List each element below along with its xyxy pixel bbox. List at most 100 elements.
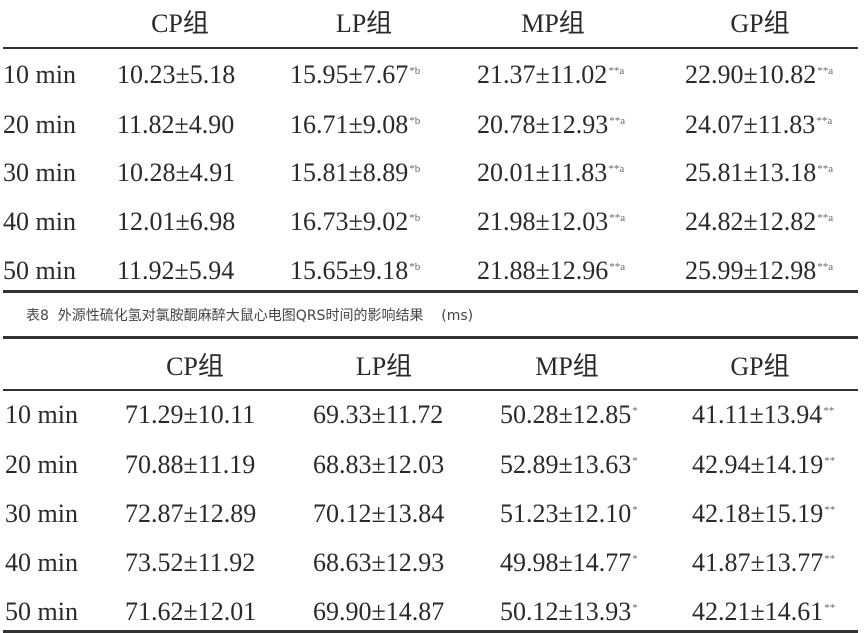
significance-marker: * (632, 455, 638, 467)
significance-marker: * (632, 553, 638, 565)
significance-marker: ** (824, 602, 836, 614)
cell-value: 71.62±12.01 (125, 597, 257, 626)
table-cell: 15.95±7.67*b (290, 60, 420, 90)
table-cell: 41.11±13.94** (692, 400, 834, 430)
table-cell: 71.29±10.11 (125, 400, 255, 430)
table-cell: 24.82±12.82**a (685, 207, 833, 237)
cell-value: 73.52±11.92 (125, 548, 256, 577)
column-header: CP组 (151, 9, 209, 38)
row-label: 50 min (5, 597, 78, 626)
table-cell: 70.88±11.19 (125, 450, 255, 480)
significance-marker: **a (609, 212, 626, 224)
cell-value: 68.83±12.03 (313, 450, 445, 479)
column-header: CP组 (166, 352, 224, 381)
significance-marker: **a (817, 261, 834, 273)
table-cell: 22.90±10.82**a (685, 60, 833, 90)
cell-value: 24.82±12.82 (685, 207, 817, 236)
cell-value: 70.12±13.84 (313, 499, 445, 528)
cell-value: 72.87±12.89 (125, 499, 257, 528)
column-header: LP组 (335, 9, 393, 38)
table-cell: 52.89±13.63* (500, 450, 638, 480)
table-cell: 69.90±14.87 (313, 597, 444, 627)
table-cell: 20.01±11.83**a (477, 158, 624, 188)
column-header: MP组 (521, 9, 585, 38)
header-rule (3, 389, 858, 391)
cell-value: 41.87±13.77 (692, 548, 824, 577)
cell-value: 20.01±11.83 (477, 158, 608, 187)
significance-marker: ** (824, 504, 836, 516)
cell-value: 22.90±10.82 (685, 60, 817, 89)
cell-value: 42.21±14.61 (692, 597, 824, 626)
table-cell: 16.73±9.02*b (290, 207, 420, 237)
cell-value: 11.92±5.94 (117, 256, 235, 285)
cell-value: 25.81±13.18 (685, 158, 817, 187)
table-cell: 15.81±8.89*b (290, 158, 420, 188)
row-label: 10 min (5, 400, 78, 429)
table-cell: 68.83±12.03 (313, 450, 444, 480)
column-header: MP组 (535, 352, 599, 381)
cell-value: 20.78±12.93 (477, 110, 609, 139)
table-cell: 12.01±6.98 (117, 207, 235, 237)
header-rule (3, 47, 858, 49)
significance-marker: ** (824, 455, 836, 467)
table-cell: 42.21±14.61** (692, 597, 835, 627)
significance-marker: **a (609, 261, 626, 273)
table-cell: 10.28±4.91 (117, 158, 235, 188)
cell-value: 16.71±9.08 (290, 110, 409, 139)
significance-marker: **a (608, 65, 625, 77)
top-rule (3, 336, 858, 339)
significance-marker: **a (608, 163, 625, 175)
table-cell: 41.87±13.77** (692, 548, 835, 578)
cell-value: 69.90±14.87 (313, 597, 445, 626)
row-label: 30 min (5, 499, 78, 528)
table-cell: 49.98±14.77* (500, 548, 638, 578)
table-cell: 71.62±12.01 (125, 597, 256, 627)
table-cell: 72.87±12.89 (125, 499, 256, 529)
significance-marker: *b (409, 65, 421, 77)
cell-value: 50.28±12.85 (500, 400, 632, 429)
table-cell: 73.52±11.92 (125, 548, 255, 578)
table-cell: 11.82±4.90 (117, 110, 234, 140)
row-label: 40 min (5, 548, 78, 577)
row-label: 50 min (3, 256, 76, 285)
significance-marker: * (632, 405, 638, 417)
significance-marker: **a (817, 212, 834, 224)
cell-value: 42.94±14.19 (692, 450, 824, 479)
cell-value: 49.98±14.77 (500, 548, 632, 577)
column-header: LP组 (355, 352, 413, 381)
cell-value: 41.11±13.94 (692, 400, 823, 429)
column-header: GP组 (730, 352, 790, 381)
significance-marker: **a (817, 65, 834, 77)
significance-marker: *b (409, 212, 421, 224)
significance-marker: **a (817, 163, 834, 175)
cell-value: 68.63±12.93 (313, 548, 445, 577)
cell-value: 15.95±7.67 (290, 60, 409, 89)
significance-marker: * (632, 602, 638, 614)
significance-marker: *b (409, 261, 421, 273)
row-label: 10 min (3, 60, 76, 89)
significance-marker: *b (409, 115, 421, 127)
table-cell: 15.65±9.18*b (290, 256, 420, 286)
cell-value: 25.99±12.98 (685, 256, 817, 285)
table-cell: 10.23±5.18 (117, 60, 235, 90)
significance-marker: * (632, 504, 638, 516)
significance-marker: ** (824, 553, 836, 565)
cell-value: 16.73±9.02 (290, 207, 409, 236)
row-label: 20 min (5, 450, 78, 479)
cell-value: 42.18±15.19 (692, 499, 824, 528)
table-cell: 42.94±14.19** (692, 450, 835, 480)
significance-marker: **a (609, 115, 626, 127)
table-cell: 21.98±12.03**a (477, 207, 625, 237)
significance-marker: ** (823, 405, 835, 417)
table-cell: 42.18±15.19** (692, 499, 835, 529)
bottom-rule (3, 290, 858, 293)
table-cell: 21.37±11.02**a (477, 60, 624, 90)
table-top: CP组 LP组 MP组 GP组 10 min 10.23±5.18 15.95±7.67*b… (0, 0, 864, 300)
table-caption: 表8 外源性硫化氢对氯胺酮麻醉大鼠心电图QRS时间的影响结果 (ms) (26, 308, 474, 324)
cell-value: 51.23±12.10 (500, 499, 632, 528)
table-cell: 25.99±12.98**a (685, 256, 833, 286)
cell-value: 52.89±13.63 (500, 450, 632, 479)
cell-value: 10.23±5.18 (117, 60, 236, 89)
table-cell: 21.88±12.96**a (477, 256, 625, 286)
